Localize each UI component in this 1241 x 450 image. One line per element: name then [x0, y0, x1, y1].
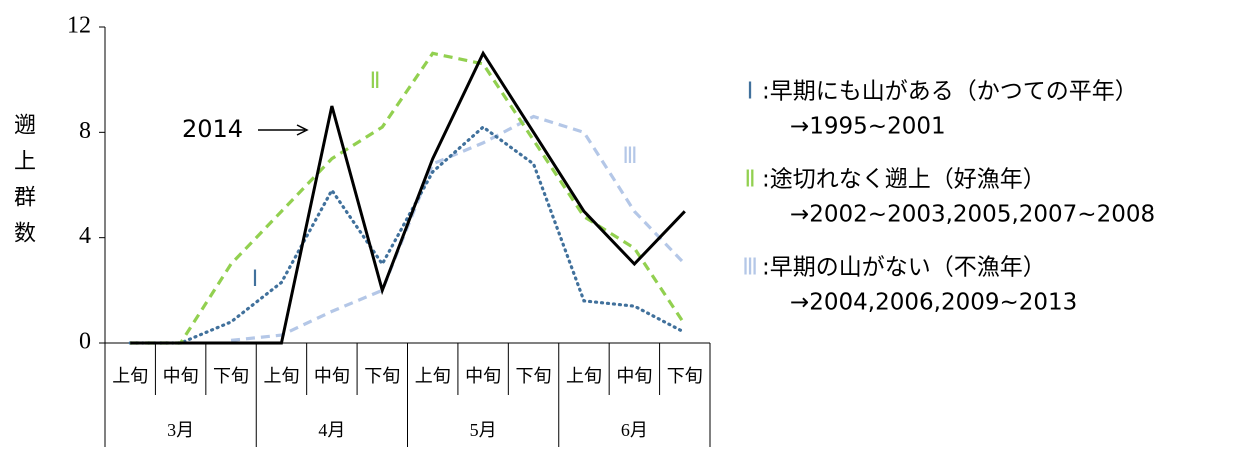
series-line	[128, 125, 687, 345]
legend-text: :早期の山がない（不漁年）	[762, 255, 1046, 281]
series-line	[130, 50, 686, 345]
x-tick-label: 中旬	[163, 366, 199, 387]
legend-years: →2004,2006,2009~2013	[790, 290, 1077, 316]
series-label: Ⅱ	[370, 69, 381, 94]
y-tick-label: 8	[79, 118, 91, 144]
x-tick-label: 上旬	[566, 366, 602, 387]
x-tick-label: 下旬	[516, 366, 552, 387]
legend-symbol: Ⅱ	[744, 167, 755, 193]
series-line	[130, 51, 687, 345]
x-tick-label: 下旬	[213, 366, 249, 387]
x-tick-label: 中旬	[465, 366, 501, 387]
legend-years: →2002~2003,2005,2007~2008	[790, 202, 1155, 228]
y-tick-label: 4	[79, 223, 91, 249]
series-label: Ⅰ	[252, 267, 259, 292]
legend-text: :早期にも山がある（かつての平年）	[762, 79, 1138, 105]
month-label: 3月	[167, 420, 194, 440]
legend-symbol: Ⅲ	[742, 255, 758, 281]
series-label: Ⅲ	[622, 144, 637, 169]
legend-text: :途切れなく遡上（好漁年）	[762, 167, 1046, 193]
annotation-arrowhead	[296, 124, 309, 136]
y-tick-label: 12	[67, 13, 91, 39]
legend-symbol: Ⅰ	[747, 79, 754, 105]
y-tick-label: 0	[79, 329, 91, 355]
x-tick-label: 下旬	[667, 366, 703, 387]
month-label: 4月	[318, 420, 345, 440]
x-tick-label: 上旬	[263, 366, 299, 387]
y-axis-label: 遡上群数	[10, 113, 36, 257]
legend-years: →1995~2001	[790, 114, 946, 140]
month-label: 6月	[621, 420, 648, 440]
month-label: 5月	[470, 420, 497, 440]
x-tick-label: 上旬	[415, 366, 451, 387]
x-tick-label: 中旬	[616, 366, 652, 387]
series-line	[230, 114, 686, 342]
x-tick-label: 下旬	[364, 366, 400, 387]
x-tick-label: 上旬	[112, 366, 148, 387]
x-tick-label: 中旬	[314, 366, 350, 387]
annotation: 2014	[182, 115, 243, 143]
